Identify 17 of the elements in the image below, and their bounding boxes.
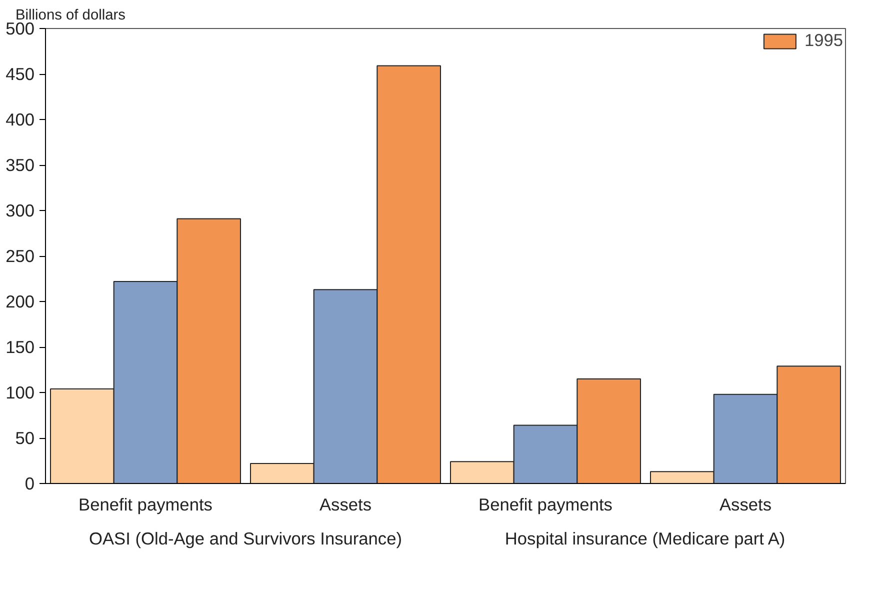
y-tick-label: 350 bbox=[6, 155, 35, 175]
y-tick-label: 0 bbox=[24, 474, 35, 494]
y-tick-label: 250 bbox=[6, 246, 35, 266]
y-tick-label: 300 bbox=[6, 200, 35, 220]
text: Hospital insurance (Medicare part A) bbox=[504, 528, 786, 548]
x-tick-label: Assets bbox=[320, 494, 372, 514]
text: OASI (Old-Age and Survivors Insurance) bbox=[89, 528, 402, 548]
y-tick-label: 200 bbox=[6, 292, 35, 312]
y-tick-label: 450 bbox=[6, 64, 35, 84]
x-tick-label: Benefit payments bbox=[478, 494, 613, 514]
y-tick-label: 100 bbox=[6, 382, 35, 402]
legend-label: 1995 bbox=[804, 30, 843, 51]
x-tick-label: Benefit payments bbox=[78, 494, 213, 514]
x-tick-label: Assets bbox=[720, 494, 772, 514]
y-tick-label: 400 bbox=[6, 110, 35, 130]
y-tick-label: 150 bbox=[6, 337, 35, 357]
y-tick-label: 50 bbox=[15, 428, 35, 448]
